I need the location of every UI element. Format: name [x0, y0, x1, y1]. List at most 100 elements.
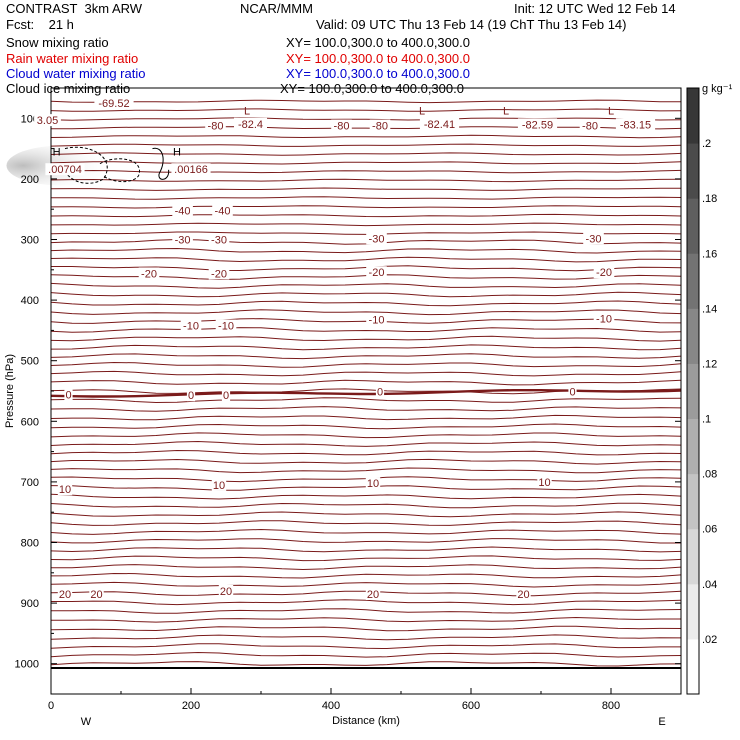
colorbar-tick-label: .1	[702, 414, 711, 426]
contour-line	[50, 152, 682, 156]
contour-label: -30	[369, 233, 385, 245]
contour-line	[50, 572, 682, 579]
contour-line	[50, 213, 682, 218]
colorbar-tick-label: .16	[702, 248, 717, 260]
contour-label: -80	[372, 121, 388, 133]
contour-label: 0	[569, 387, 575, 399]
contour-label: 0	[188, 390, 194, 402]
contour-line	[51, 126, 682, 130]
contour-label: -40	[215, 205, 231, 217]
contour-line	[50, 300, 682, 307]
contour-label: -40	[175, 205, 191, 217]
contour-label: -82.59	[522, 119, 553, 131]
contour-line	[50, 353, 682, 360]
colorbar-segment	[687, 583, 699, 640]
contour-label: 0	[65, 390, 71, 402]
x-tick-label: 400	[322, 700, 340, 712]
contour-label: -20	[211, 268, 227, 280]
contour-label-bg	[215, 319, 237, 332]
contour-line	[50, 134, 682, 139]
contour-label: -30	[211, 235, 227, 247]
west-label: W	[81, 716, 92, 728]
contour-label: 10	[538, 477, 550, 489]
y-tick-label: 200	[21, 174, 39, 186]
contour-label-bg	[583, 232, 604, 245]
contour-line	[50, 616, 681, 623]
y-tick-label: 500	[21, 356, 39, 368]
contour-label-bg	[171, 163, 211, 176]
contour-line	[50, 502, 682, 509]
contour-line	[50, 231, 682, 235]
contour-line	[51, 599, 682, 606]
contour-label-bg	[366, 266, 387, 279]
contour-label-bg	[331, 119, 352, 132]
contour-line	[50, 538, 681, 544]
colorbar-segment	[687, 198, 699, 254]
colorbar-tick-label: .06	[702, 524, 717, 536]
colorbar-segment	[687, 253, 699, 309]
contour-lines	[50, 99, 682, 667]
contour-label: 20	[59, 589, 71, 601]
low-marker: L	[244, 105, 250, 117]
contour-line	[50, 282, 682, 289]
cloud-ice-contour	[64, 146, 108, 184]
cloud-ice-contour	[99, 158, 140, 183]
colorbar-tick-label: .2	[702, 138, 711, 150]
colorbar-tick-label: .04	[702, 579, 717, 591]
contour-line	[50, 247, 682, 254]
contour-label-bg	[218, 584, 234, 597]
contour-line	[50, 493, 682, 500]
high-marker: H	[173, 147, 181, 159]
contour-label: -20	[369, 267, 385, 279]
contour-line	[51, 608, 682, 614]
contour-label-bg	[593, 266, 615, 279]
x-tick-label: 0	[48, 700, 54, 712]
contour-label-bg	[568, 385, 577, 398]
contour-label-bg	[180, 319, 202, 332]
contour-line	[50, 361, 682, 368]
contour-line	[50, 327, 682, 333]
contour-label-bg	[89, 588, 104, 601]
organization: NCAR/MMM	[240, 1, 313, 16]
contour-line	[50, 379, 682, 386]
contour-label-bg	[172, 204, 193, 217]
colorbar-tick-label: .12	[702, 358, 717, 370]
x-axis-label: Distance (km)	[332, 715, 400, 727]
y-tick-label: 800	[21, 538, 39, 550]
contour-line	[50, 397, 682, 404]
contour-line	[50, 196, 682, 200]
contour-label-bg	[366, 232, 387, 245]
contour-label: -80	[334, 121, 350, 133]
field-cloudwater-name: Cloud water mixing ratio	[6, 66, 146, 81]
contour-line	[50, 205, 682, 209]
contour-label-bg	[375, 385, 385, 398]
contour-line	[50, 414, 682, 421]
contour-label: -82.4	[238, 119, 263, 131]
contour-label-bg	[208, 233, 230, 246]
contour-line	[50, 309, 682, 316]
contour-label-bg	[221, 389, 231, 402]
contour-label: 0	[377, 387, 383, 399]
contour-label-bg	[369, 119, 391, 132]
contour-label: -80	[582, 121, 598, 133]
contour-label-bg	[365, 477, 381, 490]
contour-label: -30	[586, 233, 602, 245]
field-snow-name: Snow mixing ratio	[6, 35, 109, 50]
contour-line	[50, 520, 682, 526]
contour-label-bg	[593, 312, 615, 325]
high-marker: H	[53, 147, 61, 159]
colorbar-unit: g kg⁻¹	[702, 83, 733, 95]
contour-line	[50, 117, 682, 121]
contour-label: -20	[141, 268, 157, 280]
y-tick-label: 600	[21, 416, 39, 428]
colorbar-segment	[687, 638, 699, 695]
contour-line	[50, 256, 682, 263]
contour-line	[50, 511, 682, 518]
contour-label: 20	[90, 589, 102, 601]
contour-line	[50, 449, 682, 456]
contour-line	[50, 161, 682, 165]
contour-line	[50, 634, 682, 641]
colorbar-tick-label: .02	[702, 634, 717, 646]
contour-label-bg	[579, 119, 601, 132]
